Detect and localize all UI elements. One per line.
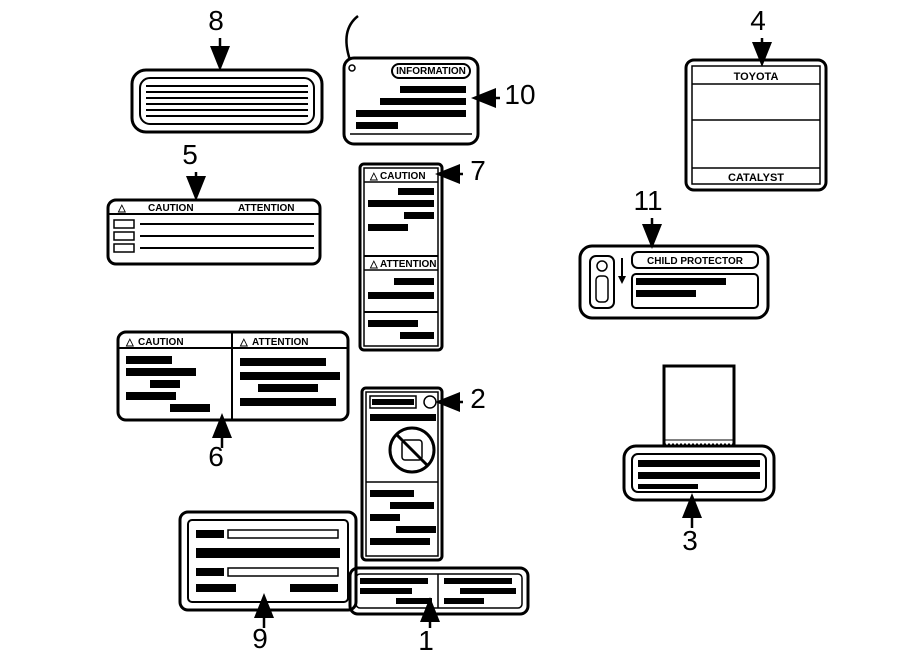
callout-number-8: 8 — [208, 5, 224, 36]
item5-title-left: CAUTION — [148, 203, 194, 214]
item5-title-right: ATTENTION — [238, 203, 294, 214]
svg-text:△: △ — [369, 259, 378, 270]
label-item-1 — [350, 568, 528, 614]
item7-title-top: CAUTION — [380, 171, 426, 182]
item4-title: TOYOTA — [734, 71, 779, 83]
item6-title-right: ATTENTION — [252, 337, 308, 348]
item6-title-left: CAUTION — [138, 337, 184, 348]
label-item-3 — [624, 366, 774, 500]
callout-number-2: 2 — [470, 383, 486, 414]
callout-number-4: 4 — [750, 5, 766, 36]
svg-text:△: △ — [369, 171, 378, 182]
callout-number-5: 5 — [182, 139, 198, 170]
callout-number-9: 9 — [252, 623, 268, 654]
label-item-2 — [362, 388, 442, 560]
callout-number-11: 11 — [633, 185, 662, 216]
label-item-11: CHILD PROTECTOR — [580, 246, 768, 318]
label-item-6: △ CAUTION △ ATTENTION — [118, 332, 348, 420]
label-item-9 — [180, 512, 356, 610]
item11-title: CHILD PROTECTOR — [647, 256, 744, 267]
callout-number-7: 7 — [470, 155, 486, 186]
callout-number-10: 10 — [504, 79, 535, 110]
label-item-5: △ CAUTION ATTENTION — [108, 200, 320, 264]
item4-footer: CATALYST — [728, 172, 784, 184]
callout-number-6: 6 — [208, 441, 224, 472]
callout-number-3: 3 — [682, 525, 698, 556]
svg-text:△: △ — [125, 337, 134, 348]
svg-text:△: △ — [239, 337, 248, 348]
callout-number-1: 1 — [418, 625, 434, 656]
label-item-7: △ CAUTION △ ATTENTION — [360, 164, 442, 350]
item7-title-bot: ATTENTION — [380, 259, 436, 270]
caution-triangle: △ — [117, 203, 126, 214]
label-item-8 — [132, 70, 322, 132]
label-item-10: INFORMATION — [344, 16, 478, 144]
item10-title: INFORMATION — [396, 66, 466, 77]
label-item-4: TOYOTA CATALYST — [686, 60, 826, 190]
